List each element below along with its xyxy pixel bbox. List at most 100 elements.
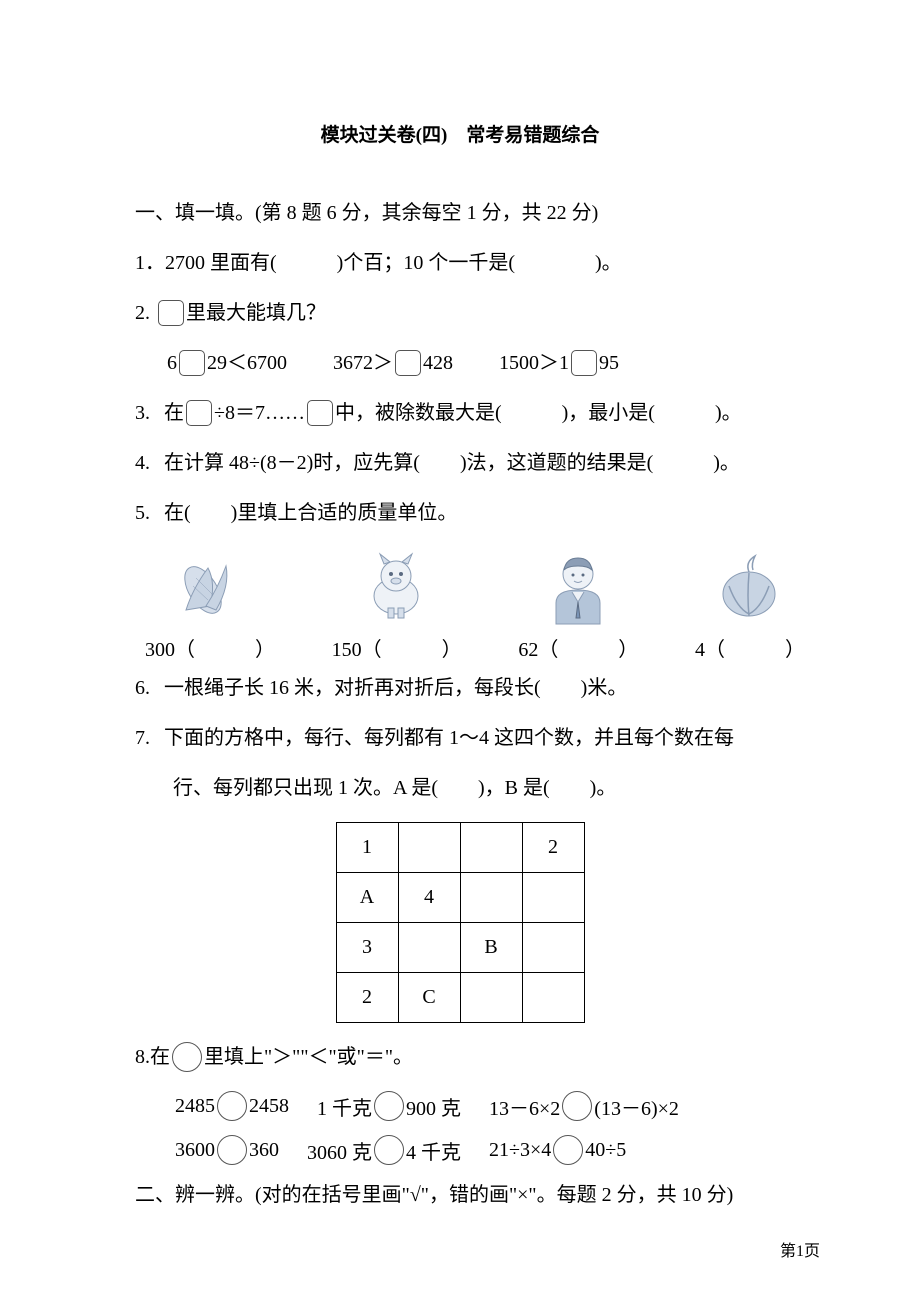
cell bbox=[460, 873, 522, 923]
page-title: 模块过关卷(四) 常考易错题综合 bbox=[135, 120, 785, 147]
cell: C bbox=[398, 973, 460, 1023]
q6-prefix: 6. bbox=[135, 672, 150, 704]
person-icon bbox=[531, 547, 626, 627]
q4-prefix: 4. bbox=[135, 447, 150, 479]
q7-prefix: 7. bbox=[135, 722, 150, 754]
table-row: A 4 bbox=[336, 873, 584, 923]
cell bbox=[398, 823, 460, 873]
q8-suffix: 里填上"＞""＜"或"＝"。 bbox=[204, 1041, 413, 1073]
q5-cap2: 62（ ） bbox=[518, 633, 638, 662]
cell bbox=[522, 973, 584, 1023]
right: (13－6)×2 bbox=[594, 1092, 679, 1121]
left: 1 千克 bbox=[317, 1092, 372, 1121]
compare-circle bbox=[553, 1135, 583, 1165]
section2-heading: 二、辨一辨。(对的在括号里画"√"，错的画"×"。每题 2 分，共 10 分) bbox=[135, 1179, 785, 1211]
heading-text: 一、填一填。(第 8 题 6 分，其余每空 1 分，共 22 分) bbox=[135, 197, 598, 229]
q2-box3 bbox=[571, 350, 597, 376]
q5-cap0: 300（ ） bbox=[145, 633, 275, 662]
q5-col-person: 62（ ） bbox=[518, 547, 638, 662]
q6: 6. 一根绳子长 16 米，对折再对折后，每段长( )米。 bbox=[135, 672, 785, 704]
q2-box2 bbox=[395, 350, 421, 376]
q8-prefix: 8.在 bbox=[135, 1041, 170, 1073]
q5: 5. 在( )里填上合适的质量单位。 bbox=[135, 497, 785, 529]
left: 21÷3×4 bbox=[489, 1139, 551, 1162]
cell bbox=[460, 973, 522, 1023]
watermelon-icon bbox=[702, 547, 797, 627]
right: 2458 bbox=[249, 1095, 289, 1118]
cell: 2 bbox=[522, 823, 584, 873]
q5-cap1: 150（ ） bbox=[332, 633, 462, 662]
q5-cap3: 4（ ） bbox=[695, 633, 805, 662]
cell bbox=[522, 873, 584, 923]
q4-text: 在计算 48÷(8－2)时，应先算( )法，这道题的结果是( )。 bbox=[164, 447, 740, 479]
compare-circle bbox=[562, 1091, 592, 1121]
pig-icon bbox=[349, 547, 444, 627]
q4: 4. 在计算 48÷(8－2)时，应先算( )法，这道题的结果是( )。 bbox=[135, 447, 785, 479]
q2-text: 里最大能填几？ bbox=[186, 297, 326, 329]
cell: 3 bbox=[336, 923, 398, 973]
q2e: 1500＞1 bbox=[499, 347, 569, 379]
q7-line2: 行、每列都只出现 1 次。A 是( )，B 是( )。 bbox=[173, 772, 616, 804]
q2f: 95 bbox=[599, 347, 619, 379]
table-row: 1 2 bbox=[336, 823, 584, 873]
q7-line1: 下面的方格中，每行、每列都有 1～4 这四个数，并且每个数在每 bbox=[164, 722, 734, 754]
q5-images: 300（ ） 150（ ） bbox=[145, 547, 805, 662]
q2a: 6 bbox=[167, 347, 177, 379]
q2-box1 bbox=[179, 350, 205, 376]
q2b: 29＜6700 bbox=[207, 347, 287, 379]
q8-item: 3600 360 bbox=[175, 1135, 279, 1165]
q2d: 428 bbox=[423, 347, 453, 379]
compare-circle bbox=[374, 1135, 404, 1165]
cell: A bbox=[336, 873, 398, 923]
left: 3600 bbox=[175, 1139, 215, 1162]
section1-heading: 一、填一填。(第 8 题 6 分，其余每空 1 分，共 22 分) bbox=[135, 197, 785, 229]
compare-circle bbox=[217, 1135, 247, 1165]
table-row: 3 B bbox=[336, 923, 584, 973]
heading2-text: 二、辨一辨。(对的在括号里画"√"，错的画"×"。每题 2 分，共 10 分) bbox=[135, 1179, 733, 1211]
cell: 1 bbox=[336, 823, 398, 873]
cell: 2 bbox=[336, 973, 398, 1023]
left: 13－6×2 bbox=[489, 1092, 560, 1121]
right: 40÷5 bbox=[585, 1139, 626, 1162]
q8-item: 2485 2458 bbox=[175, 1091, 289, 1121]
right: 900 克 bbox=[406, 1092, 461, 1121]
q8-row2: 3600 360 3060 克 4 千克 21÷3×4 40÷5 bbox=[175, 1135, 785, 1165]
q2-box bbox=[158, 300, 184, 326]
q1-text: 1．2700 里面有( )个百；10 个一千是( )。 bbox=[135, 247, 622, 279]
cell bbox=[522, 923, 584, 973]
q2: 2. 里最大能填几？ bbox=[135, 297, 785, 329]
q5-text: 在( )里填上合适的质量单位。 bbox=[164, 497, 457, 529]
q2-prefix: 2. bbox=[135, 297, 150, 329]
compare-circle bbox=[217, 1091, 247, 1121]
q8: 8.在 里填上"＞""＜"或"＝"。 bbox=[135, 1041, 785, 1073]
q1: 1．2700 里面有( )个百；10 个一千是( )。 bbox=[135, 247, 785, 279]
cell bbox=[398, 923, 460, 973]
q8-intro-circle bbox=[172, 1042, 202, 1072]
q3-prefix: 3. bbox=[135, 397, 150, 429]
right: 4 千克 bbox=[406, 1136, 461, 1165]
q7-line2-wrap: 行、每列都只出现 1 次。A 是( )，B 是( )。 bbox=[173, 772, 785, 804]
left: 2485 bbox=[175, 1095, 215, 1118]
q3b: ÷8＝7…… bbox=[214, 397, 305, 429]
q3a: 在 bbox=[164, 397, 184, 429]
q2c: 3672＞ bbox=[333, 347, 393, 379]
q3-box2 bbox=[307, 400, 333, 426]
compare-circle bbox=[374, 1091, 404, 1121]
q8-row1: 2485 2458 1 千克 900 克 13－6×2 (13－6)×2 bbox=[175, 1091, 785, 1121]
cell bbox=[460, 823, 522, 873]
q8-item: 21÷3×4 40÷5 bbox=[489, 1135, 626, 1165]
q2-expr: 6 29＜6700 3672＞ 428 1500＞1 95 bbox=[167, 347, 785, 379]
q3: 3. 在 ÷8＝7…… 中，被除数最大是( )，最小是( )。 bbox=[135, 397, 785, 429]
q6-text: 一根绳子长 16 米，对折再对折后，每段长( )米。 bbox=[164, 672, 627, 704]
q7-grid: 1 2 A 4 3 B 2 C bbox=[336, 822, 585, 1023]
right: 360 bbox=[249, 1139, 279, 1162]
q5-col-pig: 150（ ） bbox=[332, 547, 462, 662]
q3c: 中，被除数最大是( )，最小是( )。 bbox=[335, 397, 742, 429]
q8-item: 13－6×2 (13－6)×2 bbox=[489, 1091, 679, 1121]
page-number: 第1页 bbox=[780, 1237, 820, 1261]
cell: 4 bbox=[398, 873, 460, 923]
q5-prefix: 5. bbox=[135, 497, 150, 529]
q5-col-corn: 300（ ） bbox=[145, 547, 275, 662]
q3-box1 bbox=[186, 400, 212, 426]
q8-item: 3060 克 4 千克 bbox=[307, 1135, 461, 1165]
